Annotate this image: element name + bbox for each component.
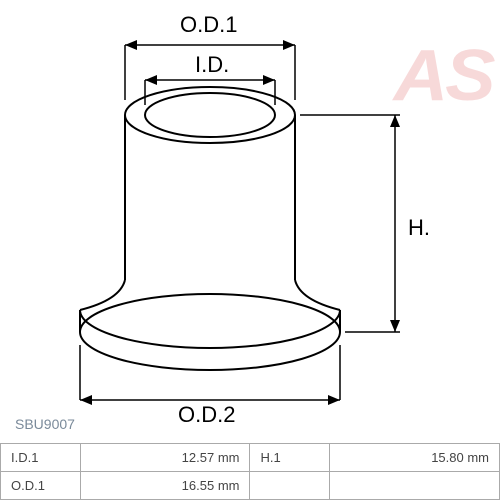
spec-label: H.1: [250, 444, 330, 472]
label-od1: O.D.1: [180, 12, 237, 38]
label-od2: O.D.2: [178, 402, 235, 428]
spec-value: 16.55 mm: [80, 472, 250, 500]
label-h: H.: [408, 215, 430, 241]
spec-label: I.D.1: [1, 444, 81, 472]
label-id: I.D.: [195, 52, 229, 78]
spec-label: [250, 472, 330, 500]
spec-table: I.D.1 12.57 mm H.1 15.80 mm O.D.1 16.55 …: [0, 443, 500, 500]
spec-label: O.D.1: [1, 472, 81, 500]
part-code: SBU9007: [15, 416, 75, 432]
spec-value: 12.57 mm: [80, 444, 250, 472]
table-row: I.D.1 12.57 mm H.1 15.80 mm: [1, 444, 500, 472]
table-row: O.D.1 16.55 mm: [1, 472, 500, 500]
spec-value: [330, 472, 500, 500]
spec-value: 15.80 mm: [330, 444, 500, 472]
